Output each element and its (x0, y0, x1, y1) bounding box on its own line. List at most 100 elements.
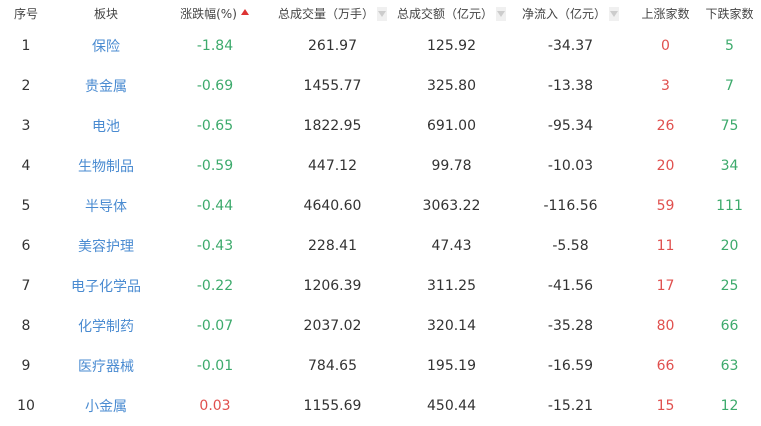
header-net-inflow[interactable]: 净流入（亿元） (508, 0, 633, 26)
cell-sector[interactable]: 美容护理 (78, 239, 134, 255)
cell-sector[interactable]: 贵金属 (85, 79, 127, 95)
cell-sector[interactable]: 医疗器械 (78, 359, 134, 375)
cell-amount: 320.14 (427, 318, 476, 334)
cell-up: 20 (656, 158, 675, 174)
cell-volume: 228.41 (308, 238, 357, 254)
cell-change: -0.65 (196, 118, 234, 134)
cell-down: 34 (720, 158, 739, 174)
header-row: 序号 板块 涨跌幅(%) 总成交量（万手） 总成交额（亿元） 净流入（亿元） 上… (0, 0, 761, 26)
cell-up: 80 (656, 318, 675, 334)
cell-amount: 195.19 (427, 358, 476, 374)
cell-volume: 1155.69 (303, 398, 362, 414)
cell-up: 66 (656, 358, 675, 374)
cell-net-inflow: -116.56 (543, 198, 598, 214)
cell-amount: 311.25 (427, 278, 476, 294)
cell-up: 26 (656, 118, 675, 134)
cell-net-inflow: -10.03 (547, 158, 594, 174)
cell-down: 66 (720, 318, 739, 334)
cell-net-inflow: -16.59 (547, 358, 594, 374)
cell-sector[interactable]: 半导体 (85, 199, 127, 215)
cell-volume: 784.65 (308, 358, 357, 374)
cell-up: 11 (656, 238, 675, 254)
cell-rank: 6 (21, 238, 31, 254)
cell-volume: 447.12 (308, 158, 357, 174)
cell-down: 5 (725, 38, 734, 54)
header-volume[interactable]: 总成交量（万手） (270, 0, 395, 26)
cell-net-inflow: -41.56 (547, 278, 594, 294)
table-row: 1 保险 -1.84 261.97 125.92 -34.37 0 5 (0, 26, 761, 66)
cell-amount: 125.92 (427, 38, 476, 54)
header-net-inflow-label: 净流入（亿元） (521, 6, 606, 21)
cell-sector[interactable]: 电子化学品 (71, 279, 141, 295)
sort-ascending-icon[interactable] (240, 7, 250, 21)
cell-amount: 691.00 (427, 118, 476, 134)
header-change[interactable]: 涨跌幅(%) (160, 0, 270, 26)
cell-up: 15 (656, 398, 675, 414)
cell-rank: 8 (21, 318, 31, 334)
header-amount-label: 总成交额（亿元） (396, 6, 493, 21)
cell-volume: 1455.77 (303, 78, 362, 94)
cell-rank: 4 (21, 158, 31, 174)
cell-down: 20 (720, 238, 739, 254)
header-change-label: 涨跌幅(%) (180, 6, 237, 21)
cell-change: -0.01 (196, 358, 234, 374)
cell-change: -0.59 (196, 158, 234, 174)
cell-sector[interactable]: 保险 (92, 39, 120, 55)
header-down-count: 下跌家数 (705, 6, 754, 21)
cell-rank: 7 (21, 278, 31, 294)
table-row: 5 半导体 -0.44 4640.60 3063.22 -116.56 59 111 (0, 186, 761, 226)
table-row: 10 小金属 0.03 1155.69 450.44 -15.21 15 12 (0, 386, 761, 426)
cell-up: 17 (656, 278, 675, 294)
cell-rank: 1 (21, 38, 31, 54)
cell-down: 7 (725, 78, 734, 94)
sort-icon[interactable] (609, 7, 619, 21)
table-row: 8 化学制药 -0.07 2037.02 320.14 -35.28 80 66 (0, 306, 761, 346)
table-row: 7 电子化学品 -0.22 1206.39 311.25 -41.56 17 25 (0, 266, 761, 306)
cell-net-inflow: -95.34 (547, 118, 594, 134)
table-row: 9 医疗器械 -0.01 784.65 195.19 -16.59 66 63 (0, 346, 761, 386)
table-row: 2 贵金属 -0.69 1455.77 325.80 -13.38 3 7 (0, 66, 761, 106)
cell-down: 25 (720, 278, 739, 294)
cell-volume: 2037.02 (303, 318, 362, 334)
cell-down: 75 (720, 118, 739, 134)
cell-rank: 2 (21, 78, 31, 94)
cell-volume: 1822.95 (303, 118, 362, 134)
cell-down: 63 (720, 358, 739, 374)
cell-sector[interactable]: 生物制品 (78, 159, 134, 175)
cell-change: -1.84 (196, 38, 234, 54)
cell-net-inflow: -35.28 (547, 318, 594, 334)
cell-change: -0.43 (196, 238, 234, 254)
cell-down: 111 (716, 198, 743, 214)
cell-net-inflow: -15.21 (547, 398, 594, 414)
sort-icon[interactable] (377, 7, 387, 21)
cell-volume: 4640.60 (303, 198, 362, 214)
cell-change: 0.03 (199, 398, 231, 414)
cell-sector[interactable]: 电池 (92, 119, 120, 135)
cell-change: -0.44 (196, 198, 234, 214)
cell-change: -0.69 (196, 78, 234, 94)
header-sector: 板块 (93, 6, 118, 21)
cell-sector[interactable]: 小金属 (85, 399, 127, 415)
header-rank: 序号 (13, 6, 38, 21)
cell-rank: 3 (21, 118, 31, 134)
cell-rank: 5 (21, 198, 31, 214)
cell-change: -0.22 (196, 278, 234, 294)
header-amount[interactable]: 总成交额（亿元） (395, 0, 508, 26)
cell-net-inflow: -34.37 (547, 38, 594, 54)
table-row: 6 美容护理 -0.43 228.41 47.43 -5.58 11 20 (0, 226, 761, 266)
cell-rank: 9 (21, 358, 31, 374)
sort-icon[interactable] (496, 7, 506, 21)
cell-net-inflow: -13.38 (547, 78, 594, 94)
cell-volume: 261.97 (308, 38, 357, 54)
header-volume-label: 总成交量（万手） (277, 6, 374, 21)
cell-amount: 99.78 (431, 158, 472, 174)
cell-net-inflow: -5.58 (552, 238, 589, 254)
cell-sector[interactable]: 化学制药 (78, 319, 134, 335)
cell-up: 3 (661, 78, 670, 94)
cell-amount: 450.44 (427, 398, 476, 414)
cell-amount: 325.80 (427, 78, 476, 94)
cell-amount: 3063.22 (422, 198, 481, 214)
cell-down: 12 (720, 398, 739, 414)
cell-rank: 10 (17, 398, 35, 414)
